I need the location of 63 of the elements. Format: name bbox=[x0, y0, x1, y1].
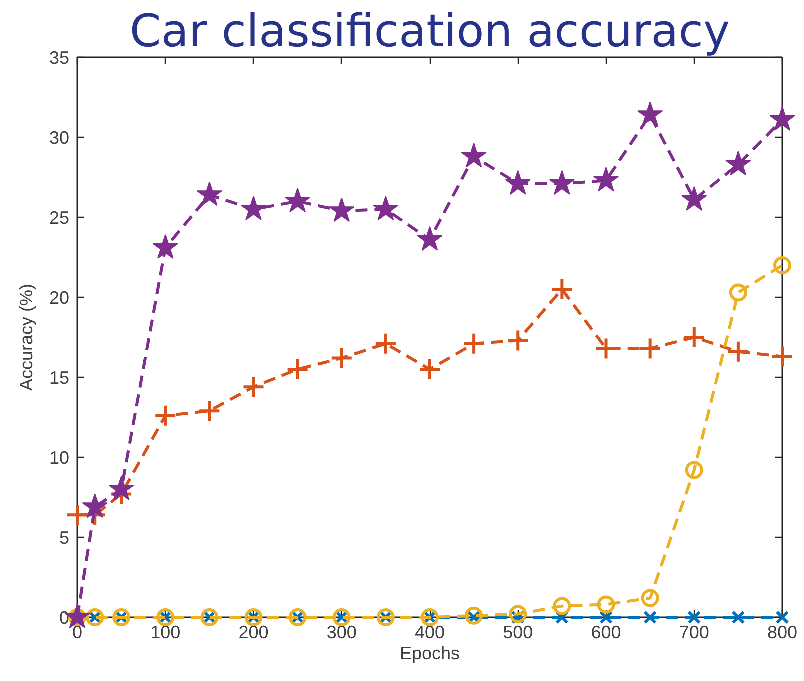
point bbox=[373, 196, 399, 221]
point bbox=[198, 400, 222, 423]
point bbox=[685, 461, 704, 480]
point bbox=[465, 606, 484, 625]
y-tick-label: 10 bbox=[49, 448, 70, 468]
point bbox=[776, 610, 790, 624]
point bbox=[418, 358, 442, 381]
y-tick-label: 30 bbox=[49, 128, 70, 148]
y-tick-label: 35 bbox=[49, 48, 70, 68]
point bbox=[506, 329, 530, 352]
x-tick-label: 100 bbox=[150, 622, 181, 642]
point bbox=[597, 596, 616, 614]
point bbox=[196, 182, 223, 206]
point bbox=[729, 284, 748, 302]
point bbox=[505, 170, 531, 195]
chart-title: Car classification accuracy bbox=[130, 4, 730, 58]
point bbox=[461, 143, 487, 168]
point bbox=[726, 340, 750, 364]
point bbox=[330, 346, 354, 370]
x-tick-label: 0 bbox=[72, 622, 83, 642]
point bbox=[550, 278, 574, 301]
point bbox=[682, 326, 706, 349]
x-tick-label: 400 bbox=[414, 622, 446, 642]
y-tick-label: 25 bbox=[49, 208, 70, 228]
y-tick-label: 20 bbox=[49, 288, 70, 308]
point bbox=[286, 358, 310, 381]
x-tick-label: 600 bbox=[591, 622, 622, 642]
y-axis-title: Accuracy (%) bbox=[16, 284, 36, 392]
point bbox=[242, 376, 266, 399]
point bbox=[509, 605, 528, 624]
x-tick-label: 300 bbox=[326, 622, 357, 642]
x-tick-label: 200 bbox=[238, 622, 269, 642]
point bbox=[82, 494, 108, 518]
point bbox=[594, 337, 618, 360]
point bbox=[284, 188, 311, 213]
point bbox=[637, 102, 664, 126]
point bbox=[726, 151, 752, 176]
y-tick-label: 15 bbox=[49, 368, 70, 388]
point bbox=[154, 404, 178, 428]
point bbox=[688, 610, 702, 624]
point bbox=[770, 106, 796, 131]
x-axis-title: Epochs bbox=[400, 644, 460, 664]
point bbox=[644, 610, 658, 624]
point bbox=[682, 186, 708, 211]
point bbox=[774, 256, 792, 274]
point bbox=[641, 589, 660, 608]
point bbox=[771, 345, 794, 368]
point bbox=[549, 170, 576, 195]
point bbox=[732, 610, 746, 624]
x-tick-label: 500 bbox=[503, 622, 534, 642]
x-tick-label: 700 bbox=[679, 622, 710, 642]
point bbox=[553, 597, 572, 616]
point bbox=[374, 332, 398, 356]
point bbox=[329, 198, 355, 222]
x-tick-label: 800 bbox=[767, 622, 798, 642]
point bbox=[417, 226, 443, 251]
y-tick-label: 5 bbox=[59, 528, 70, 548]
point bbox=[593, 167, 620, 192]
point bbox=[240, 196, 267, 221]
point bbox=[108, 476, 134, 501]
point bbox=[152, 234, 178, 259]
point bbox=[462, 332, 486, 356]
point bbox=[638, 337, 662, 360]
